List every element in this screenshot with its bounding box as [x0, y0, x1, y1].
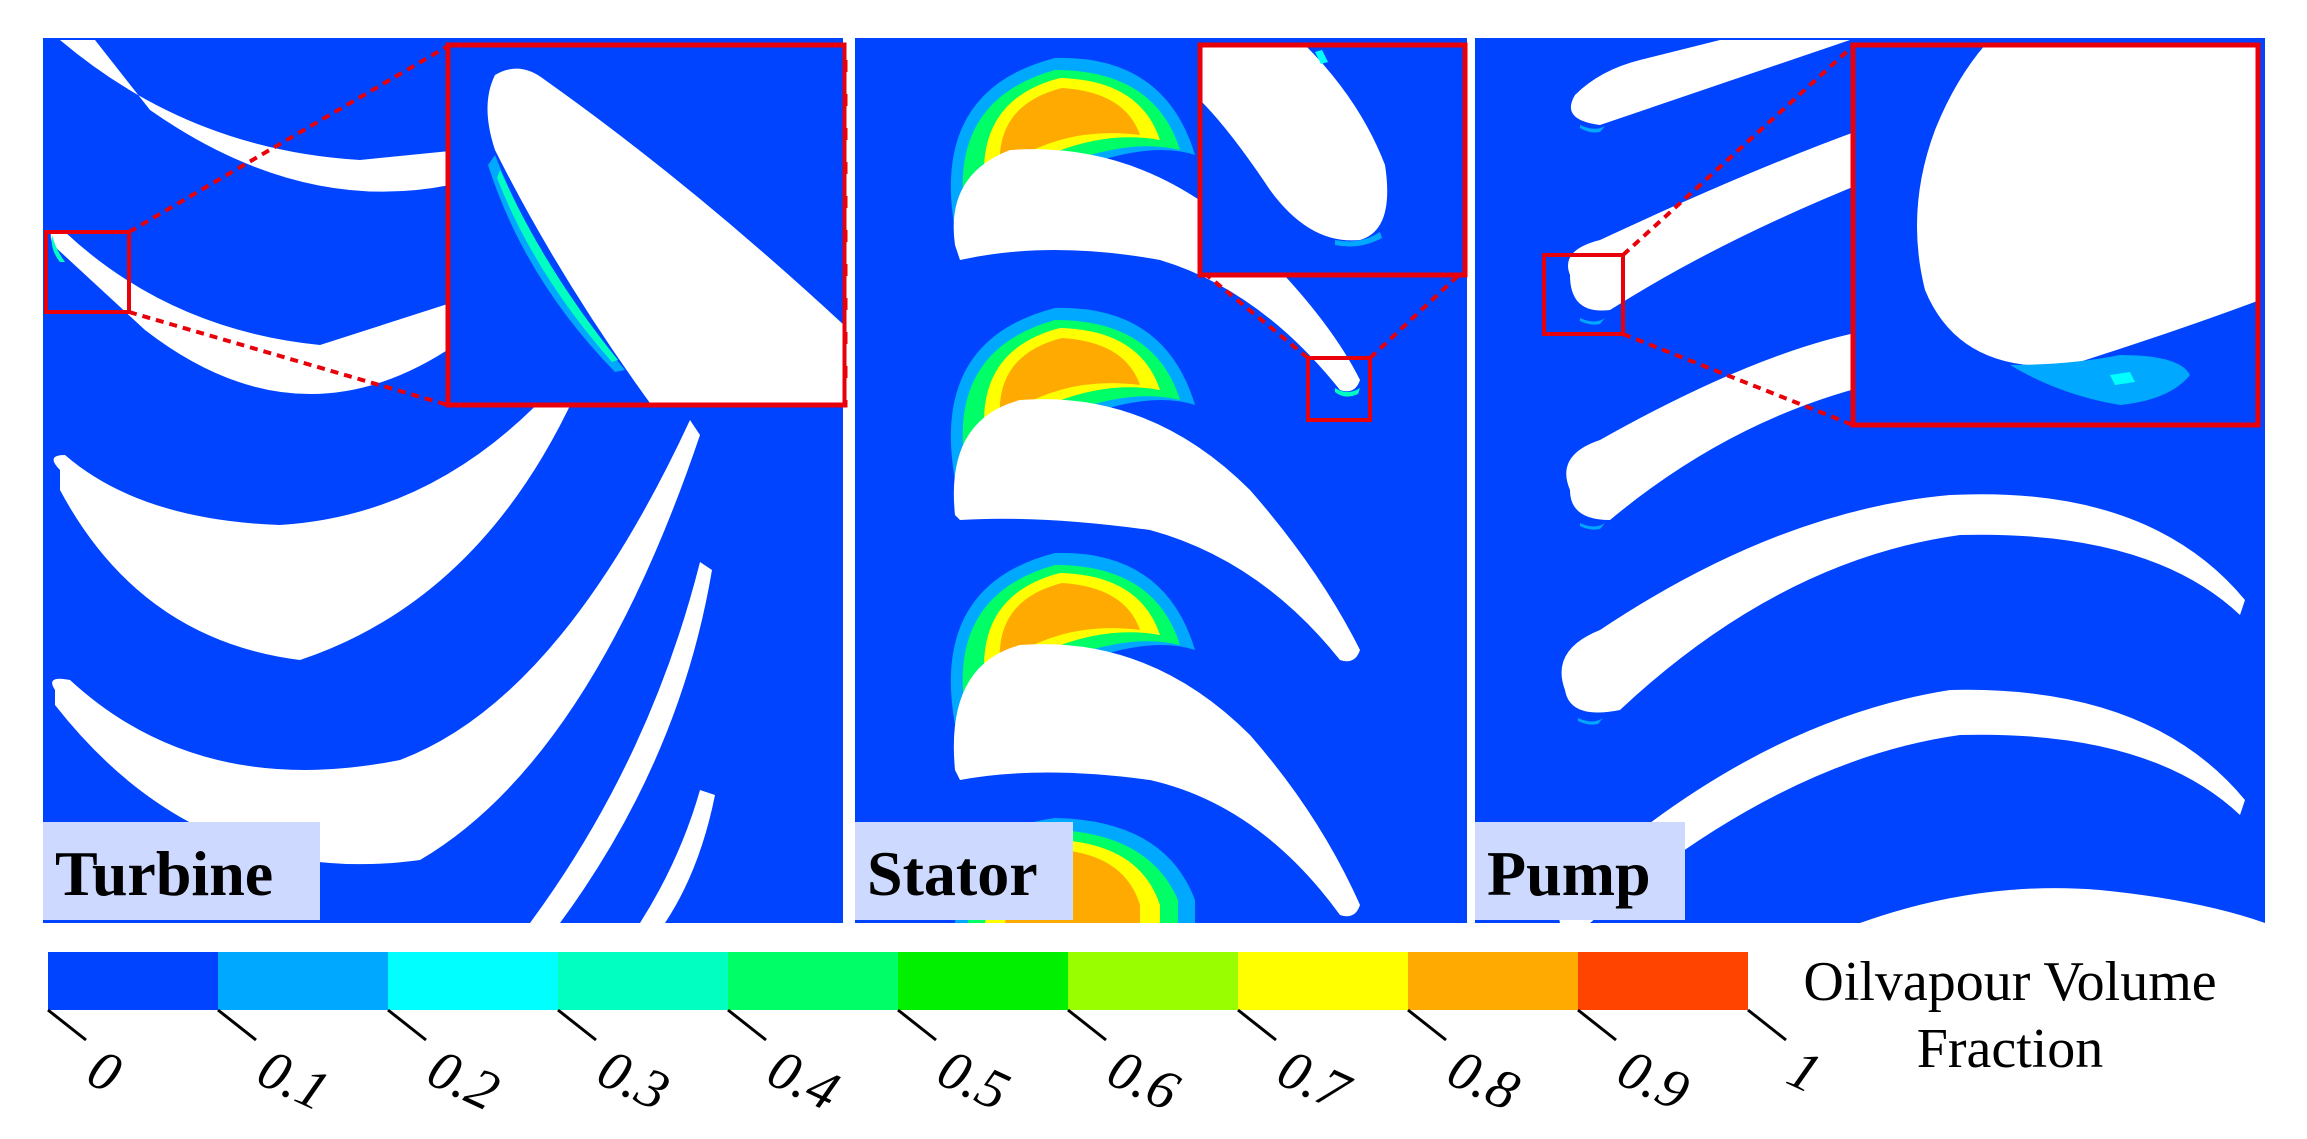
colorbar-tick-mark — [217, 1008, 257, 1042]
colorbar-tick-mark — [1577, 1008, 1617, 1042]
turbine-panel: Turbine — [43, 38, 848, 923]
stator-label-bg — [855, 822, 1073, 920]
stator-blade-group — [950, 552, 1360, 917]
stator-blade-group — [950, 307, 1360, 662]
stator-label: Stator — [867, 838, 1038, 909]
pump-zoom-cavity — [2110, 372, 2135, 385]
turbine-callout-line — [127, 44, 450, 234]
turbine-label-bg — [43, 822, 320, 920]
turbine-zoom-inset — [445, 42, 848, 408]
turbine-label: Turbine — [55, 838, 273, 909]
colorbar-tick-mark — [897, 1008, 937, 1042]
stator-panel: Stator — [855, 38, 1468, 923]
stator-cavity — [1335, 388, 1360, 397]
pump-highlight-box — [1542, 253, 1625, 336]
colorbar-tick-mark — [1747, 1008, 1787, 1042]
turbine-blade — [640, 790, 715, 923]
stator-callout-line — [1201, 270, 1310, 360]
pump-blade — [1568, 130, 1870, 311]
pump-label: Pump — [1487, 838, 1651, 909]
stator-blade — [953, 644, 1360, 917]
stator-zoom-cavity — [1315, 50, 1328, 64]
turbine-blade — [53, 380, 576, 660]
turbine-zoom-blade — [487, 68, 845, 405]
pump-blades — [1559, 40, 2265, 923]
turbine-cavity — [51, 235, 65, 262]
colorbar-swatch — [1068, 952, 1238, 1010]
colorbar-tick-label: 1 — [1779, 1038, 1831, 1106]
colorbar-tick-label: 0.8 — [1439, 1038, 1529, 1124]
stator-blade — [953, 399, 1360, 662]
colorbar-tick-label: 0.7 — [1269, 1038, 1360, 1125]
colorbar-title-line2: Fraction — [1917, 1018, 2104, 1080]
colorbar: 0 0.1 0.2 0.3 0.4 0.5 0.6 0.7 0.8 0.9 1 — [47, 952, 1831, 1125]
turbine-zoom-frame — [445, 42, 848, 408]
pump-cavity — [1580, 125, 1605, 133]
pump-cavity — [1580, 523, 1605, 530]
pump-zoom-frame — [1850, 42, 2261, 428]
pump-cavity — [1580, 318, 1605, 325]
colorbar-swatch — [1578, 952, 1748, 1010]
stator-zoom-blade — [1200, 45, 1388, 241]
pump-callout-line — [1621, 44, 1855, 257]
colorbar-tick-mark — [557, 1008, 597, 1042]
turbine-blade — [60, 40, 460, 192]
colorbar-title-line1: Oilvapour Volume — [1803, 951, 2216, 1013]
turbine-highlight-box — [44, 230, 131, 314]
turbine-blade — [50, 230, 460, 394]
colorbar-tick-label: 0.4 — [759, 1038, 849, 1124]
turbine-blade — [530, 562, 712, 923]
colorbar-tick-mark — [387, 1008, 427, 1042]
stator-blade-group — [950, 57, 1360, 392]
colorbar-swatch — [218, 952, 388, 1010]
stator-highlight-box — [1306, 356, 1372, 422]
pump-blade — [1566, 330, 1870, 520]
pump-blade — [1570, 40, 1850, 125]
pump-cavity — [1578, 718, 1603, 725]
stator-zoom-inset — [1197, 42, 1468, 278]
colorbar-tick-label: 0.9 — [1609, 1038, 1699, 1124]
colorbar-swatch — [558, 952, 728, 1010]
colorbar-swatch — [898, 952, 1068, 1010]
pump-zoom-inset — [1850, 42, 2261, 428]
colorbar-tick-label: 0.3 — [589, 1038, 679, 1124]
colorbar-tick-label: 0.6 — [1099, 1038, 1189, 1124]
stator-blade — [953, 149, 1360, 392]
colorbar-tick-label: 0.5 — [929, 1038, 1019, 1124]
pump-blade — [1561, 494, 2245, 713]
colorbar-tick-mark — [1067, 1008, 1107, 1042]
colorbar-tick-mark — [47, 1008, 87, 1042]
colorbar-swatch — [1408, 952, 1578, 1010]
colorbar-tick-mark — [1407, 1008, 1447, 1042]
stator-callout-line — [1368, 270, 1464, 360]
pump-blade — [1559, 689, 2245, 923]
colorbar-tick-label: 0 — [79, 1038, 131, 1106]
pump-label-bg — [1475, 822, 1685, 920]
stator-zoom-frame — [1197, 42, 1468, 278]
pump-zoom-blade — [1917, 45, 2260, 367]
colorbar-tick-mark — [727, 1008, 767, 1042]
colorbar-swatch — [728, 952, 898, 1010]
colorbar-swatch — [1238, 952, 1408, 1010]
colorbar-tick-label: 0.2 — [419, 1038, 509, 1124]
pump-blade — [1860, 888, 2265, 923]
pump-zoom-cavity — [2010, 355, 2190, 405]
pump-panel: Pump — [1475, 38, 2265, 923]
colorbar-tick-mark — [1237, 1008, 1277, 1042]
turbine-blade — [52, 420, 700, 865]
colorbar-swatch — [388, 952, 558, 1010]
turbine-blades — [50, 40, 715, 923]
colorbar-tick-label: 0.1 — [249, 1038, 339, 1124]
stator-zoom-cavity — [1335, 232, 1382, 247]
colorbar-swatch — [48, 952, 218, 1010]
